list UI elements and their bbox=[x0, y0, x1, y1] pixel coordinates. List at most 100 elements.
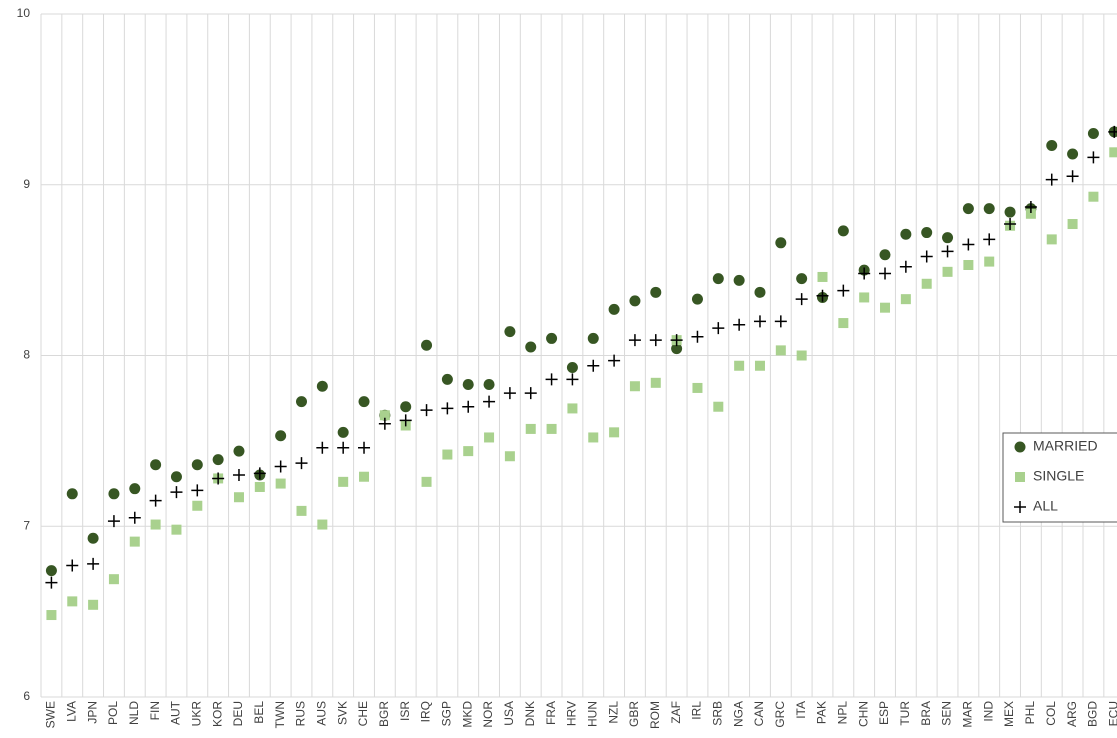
data-point bbox=[692, 382, 703, 393]
data-point bbox=[713, 401, 724, 412]
data-point bbox=[566, 373, 579, 386]
data-point bbox=[587, 359, 600, 372]
x-tick-label: TWN bbox=[273, 701, 287, 728]
data-point bbox=[421, 339, 433, 351]
x-tick-label: LVA bbox=[64, 701, 78, 722]
data-point bbox=[171, 524, 182, 535]
x-tick-label: GBR bbox=[627, 701, 641, 727]
data-point bbox=[733, 318, 746, 331]
data-point bbox=[316, 441, 329, 454]
data-point bbox=[942, 232, 954, 244]
x-tick-label: MAR bbox=[961, 701, 975, 728]
data-point bbox=[399, 414, 412, 427]
data-point bbox=[566, 361, 578, 373]
x-tick-label: ARG bbox=[1065, 701, 1079, 727]
x-tick-label: ISR bbox=[398, 701, 412, 721]
data-point bbox=[253, 467, 266, 480]
data-point bbox=[546, 332, 558, 344]
data-point bbox=[503, 387, 516, 400]
data-point bbox=[66, 559, 79, 572]
data-point bbox=[483, 379, 495, 391]
data-point bbox=[358, 396, 370, 408]
x-tick-label: NLD bbox=[127, 701, 141, 725]
data-point bbox=[463, 446, 474, 457]
x-tick-label: COL bbox=[1044, 701, 1058, 726]
data-point bbox=[899, 260, 912, 273]
x-tick-label: ITA bbox=[794, 701, 808, 719]
data-point bbox=[1108, 125, 1117, 138]
data-point bbox=[504, 451, 515, 462]
x-tick-label: CHN bbox=[856, 701, 870, 727]
data-point bbox=[921, 278, 932, 289]
data-point bbox=[775, 345, 786, 356]
data-point bbox=[962, 203, 974, 215]
data-point bbox=[649, 334, 662, 347]
data-point bbox=[316, 380, 328, 392]
data-point bbox=[859, 292, 870, 303]
data-point bbox=[879, 249, 891, 261]
data-point bbox=[1067, 148, 1079, 160]
data-point bbox=[170, 486, 183, 499]
data-point bbox=[775, 237, 787, 249]
x-tick-label: SVK bbox=[335, 701, 349, 725]
data-point bbox=[170, 471, 182, 483]
data-point bbox=[796, 273, 808, 285]
data-point bbox=[858, 267, 871, 280]
x-tick-label: BRA bbox=[919, 701, 933, 726]
x-tick-label: TUR bbox=[898, 701, 912, 726]
x-tick-label: CHE bbox=[356, 701, 370, 726]
data-point bbox=[629, 381, 640, 392]
data-point bbox=[670, 334, 683, 347]
x-tick-label: UKR bbox=[189, 701, 203, 727]
x-tick-label: BEL bbox=[252, 701, 266, 724]
x-tick-label: HRV bbox=[565, 701, 579, 726]
x-tick-label: AUS bbox=[315, 701, 329, 726]
x-tick-label: SWE bbox=[44, 701, 58, 728]
data-point bbox=[1109, 147, 1117, 158]
x-tick-label: ROM bbox=[648, 701, 662, 729]
data-point bbox=[837, 284, 850, 297]
data-point bbox=[545, 373, 558, 386]
data-point bbox=[504, 326, 516, 338]
data-point bbox=[983, 203, 995, 215]
data-point bbox=[338, 476, 349, 487]
data-point bbox=[879, 267, 892, 280]
data-point bbox=[462, 379, 474, 391]
data-point bbox=[588, 432, 599, 443]
x-tick-label: IND bbox=[981, 701, 995, 722]
data-point bbox=[358, 441, 371, 454]
data-point bbox=[108, 574, 119, 585]
data-point bbox=[962, 238, 975, 251]
data-point bbox=[920, 250, 933, 263]
x-tick-label: NOR bbox=[481, 701, 495, 728]
data-point bbox=[1004, 218, 1017, 231]
y-tick-label: 7 bbox=[23, 518, 30, 532]
data-point bbox=[691, 330, 704, 343]
x-tick-label: PHL bbox=[1023, 701, 1037, 725]
data-point bbox=[1067, 219, 1078, 230]
x-tick-label: NGA bbox=[731, 701, 745, 727]
data-point bbox=[816, 289, 829, 302]
data-point bbox=[567, 403, 578, 414]
data-point bbox=[108, 488, 120, 500]
data-point bbox=[1025, 208, 1036, 219]
data-point bbox=[795, 293, 808, 306]
data-point bbox=[129, 483, 141, 495]
data-point bbox=[608, 303, 620, 315]
data-point bbox=[484, 432, 495, 443]
x-tick-label: FIN bbox=[148, 701, 162, 720]
data-point bbox=[337, 441, 350, 454]
data-point bbox=[650, 377, 661, 388]
data-point bbox=[1004, 206, 1016, 218]
data-point bbox=[233, 445, 245, 457]
data-point bbox=[45, 565, 57, 577]
x-tick-label: JPN bbox=[85, 701, 99, 724]
data-point bbox=[671, 343, 683, 355]
x-tick-label: FRA bbox=[544, 701, 558, 725]
data-point bbox=[421, 476, 432, 487]
data-point bbox=[212, 472, 225, 485]
data-point bbox=[1087, 128, 1099, 140]
legend: MARRIED SINGLE ALL bbox=[1002, 432, 1117, 523]
data-point bbox=[1088, 191, 1099, 202]
